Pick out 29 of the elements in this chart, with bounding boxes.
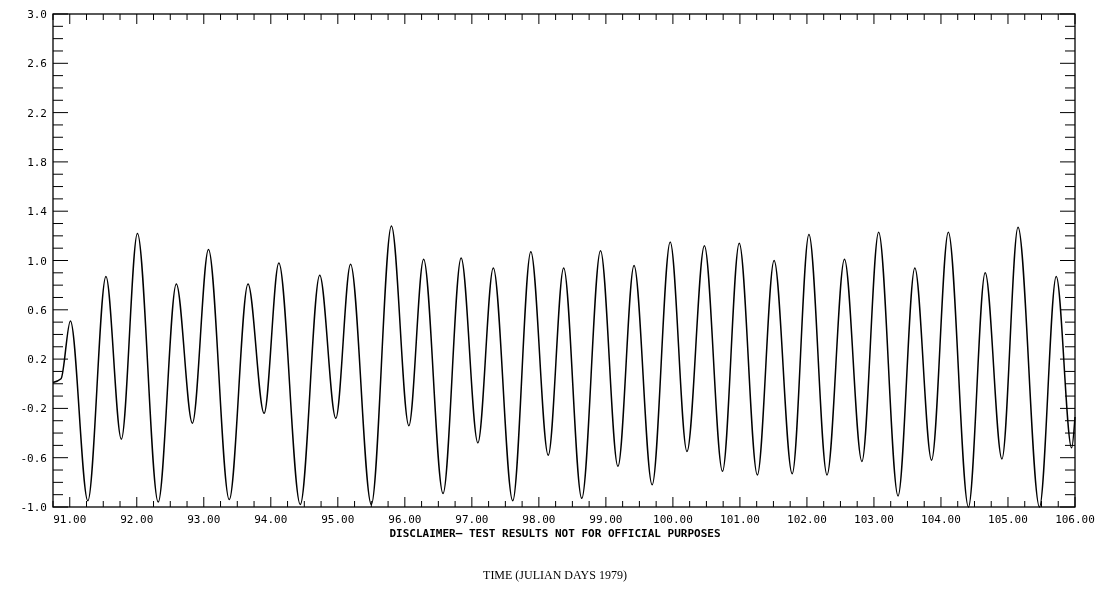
- text: DISCLAIMER— TEST RESULTS NOT FOR OFFICIAL PURPOSES: [389, 527, 721, 540]
- y-tick-label: 1.4: [27, 205, 48, 219]
- x-tick-label: 95.00: [321, 513, 355, 526]
- x-tick-label: 103.00: [854, 513, 894, 526]
- x-tick-label: 104.00: [921, 513, 961, 526]
- x-tick-label: 100.00: [653, 513, 693, 526]
- x-tick-label: 94.00: [254, 513, 288, 526]
- x-tick-label: 105.00: [988, 513, 1028, 526]
- x-tick-label: 102.00: [787, 513, 827, 526]
- y-tick-label: -0.6: [20, 451, 47, 465]
- x-tick-label: 99.00: [589, 513, 623, 526]
- x-tick-label: 106.00: [1055, 513, 1095, 526]
- x-tick-label: 93.00: [187, 513, 221, 526]
- x-tick-label: 98.00: [522, 513, 556, 526]
- y-tick-label: 2.2: [27, 106, 47, 120]
- y-tick-label: 1.0: [27, 254, 47, 268]
- y-tick-label: 0.2: [27, 353, 47, 367]
- y-tick-label: -0.2: [20, 402, 47, 416]
- y-tick-label: 0.6: [27, 303, 47, 317]
- y-tick-label: 2.6: [27, 57, 47, 71]
- x-tick-label: 97.00: [455, 513, 489, 526]
- y-tick-label: -1.0: [20, 501, 47, 514]
- y-tick-label: 3.0: [27, 8, 47, 21]
- x-axis-title: TIME (JULIAN DAYS 1979): [483, 568, 627, 582]
- x-tick-label: 101.00: [720, 513, 760, 526]
- y-tick-label: 1.8: [27, 155, 47, 169]
- x-tick-label: 92.00: [120, 513, 154, 526]
- x-tick-label: 91.00: [53, 513, 87, 526]
- x-tick-label: 96.00: [388, 513, 422, 526]
